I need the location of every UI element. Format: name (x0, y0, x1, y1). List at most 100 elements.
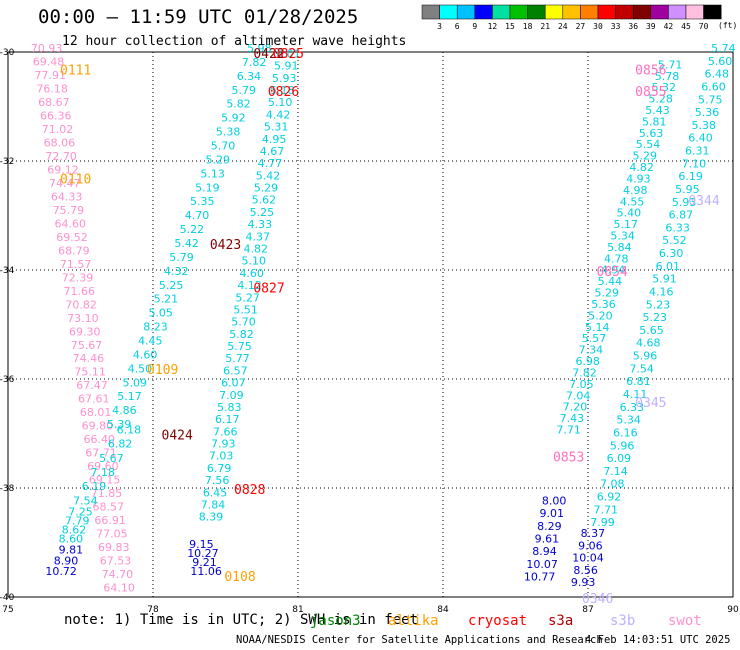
data-points: 70.9369.4877.9176.1868.6766.3671.0268.06… (31, 42, 736, 595)
swh-value-label: 7.56 (205, 474, 230, 487)
colorbar-swatch (527, 4, 546, 20)
colorbar-swatch (668, 4, 687, 20)
track-time-label: 0346 (582, 592, 613, 607)
swh-value-label: 7.54 (629, 362, 654, 375)
swh-value-label: 5.92 (221, 112, 246, 125)
legend-s3b: s3b (610, 613, 636, 629)
swh-value-label: 5.67 (99, 452, 124, 465)
x-tick-label: 84 (437, 605, 449, 615)
swh-value-label: 6.48 (705, 68, 730, 81)
swh-value-label: 7.82 (242, 56, 267, 69)
swh-value-label: 5.60 (708, 55, 733, 68)
swh-value-label: 5.95 (675, 183, 700, 196)
swh-value-label: 5.29 (206, 153, 231, 166)
swh-value-label: 75.67 (71, 339, 103, 352)
legend-s3a: s3a (548, 613, 574, 629)
swh-value-label: 4.45 (138, 334, 163, 347)
swh-value-label: 5.35 (190, 195, 215, 208)
swh-value-label: 69.52 (56, 231, 88, 244)
swh-value-label: 71.02 (42, 123, 74, 136)
swh-value-label: 7.09 (219, 389, 244, 402)
swh-value-label: 7.03 (209, 450, 234, 463)
colorbar-label: 39 (646, 22, 656, 31)
colorbar-label: 18 (523, 22, 533, 31)
swh-value-label: 70.82 (65, 298, 97, 311)
track-time-label: 0826 (268, 85, 299, 100)
swh-value-label: 5.82 (229, 328, 254, 341)
swh-value-label: 4.82 (244, 243, 269, 256)
swh-value-label: 5.18 (270, 84, 295, 97)
swh-value-label: 6.33 (620, 401, 645, 414)
swh-value-label: 9.15 (189, 538, 214, 551)
swh-value-label: 75.79 (53, 204, 85, 217)
swh-value-label: 9.21 (192, 556, 217, 569)
swh-value-label: 6.01 (276, 47, 301, 60)
swh-value-label: 5.27 (235, 291, 260, 304)
swh-value-label: 5.77 (225, 352, 250, 365)
x-tick-label: 75 (2, 605, 13, 615)
swh-value-label: 5.23 (643, 311, 668, 324)
swh-value-label: 67.71 (85, 447, 117, 460)
swh-value-label: 67.47 (76, 379, 108, 392)
swh-value-label: 5.96 (610, 439, 635, 452)
colorbar-label: 27 (576, 22, 586, 31)
swh-value-label: 7.82 (572, 366, 597, 379)
track-time-label: 0853 (553, 450, 584, 465)
swh-value-label: 72.39 (62, 271, 94, 284)
swh-value-label: 66.40 (83, 433, 115, 446)
swh-value-label: 10.77 (524, 571, 556, 584)
colorbar-label: 21 (540, 22, 550, 31)
swh-value-label: 6.45 (203, 486, 228, 499)
swh-value-label: 67.53 (100, 555, 132, 568)
swh-value-label: 68.57 (93, 501, 125, 514)
x-tick-label: 81 (292, 605, 303, 615)
swh-value-label: 66.91 (94, 514, 126, 527)
colorbar-label: 3 (437, 22, 442, 31)
colorbar-label: 30 (593, 22, 603, 31)
colorbar-label: 12 (488, 22, 498, 31)
swh-value-label: 5.10 (268, 96, 293, 109)
swh-value-label: 7.66 (213, 425, 238, 438)
swh-value-label: 5.43 (645, 104, 670, 117)
swh-value-label: 6.81 (626, 375, 651, 388)
swh-value-label: 71.57 (60, 258, 92, 271)
swh-value-label: 6.09 (607, 452, 632, 465)
swh-value-label: 68.79 (58, 244, 90, 257)
swh-value-label: 6.60 (701, 80, 726, 93)
swh-value-label: 4.94 (601, 264, 626, 277)
swh-value-label: 7.93 (211, 438, 236, 451)
swh-value-label: 72.70 (45, 150, 77, 163)
credit: NOAA/NESDIS Center for Satellite Applica… (236, 634, 603, 646)
swh-value-label: 5.29 (633, 150, 658, 163)
legend-swot: swot (668, 613, 702, 629)
swh-value-label: 7.04 (566, 389, 591, 402)
colorbar-swatch (597, 4, 616, 20)
swh-value-label: 76.18 (36, 82, 68, 95)
swh-value-label: 5.78 (655, 70, 680, 83)
axis-ticks: 75 78 81 84 87 90 -30 -32 -34 -36 -38 -40 (0, 48, 739, 615)
swh-value-label: 4.78 (604, 252, 629, 265)
swh-value-label: 7.34 (579, 344, 604, 357)
swh-value-label: 5.93 (272, 72, 297, 85)
swh-value-label: 6.30 (659, 247, 684, 260)
y-tick-label: -30 (0, 48, 15, 58)
colorbar-label: 24 (558, 22, 568, 31)
track-time-label: 0423 (210, 238, 241, 253)
swh-value-label: 64.33 (51, 190, 83, 203)
swh-value-label: 5.70 (211, 139, 236, 152)
swh-value-label: 6.16 (613, 426, 638, 439)
swh-value-label: 77.05 (96, 528, 128, 541)
swh-value-label: 7.43 (560, 412, 585, 425)
track-time-label: 0344 (688, 194, 719, 209)
swh-value-label: 74.47 (49, 177, 81, 190)
y-tick-label: -40 (0, 593, 15, 603)
colorbar-swatch (703, 4, 722, 20)
swh-value-label: 4.60 (239, 267, 264, 280)
track-time-label: 0345 (635, 396, 666, 411)
colorbar-swatch (544, 4, 564, 20)
swh-value-label: 5.70 (231, 316, 256, 329)
swh-value-label: 7.08 (600, 478, 625, 491)
plot-frame (7, 51, 734, 598)
swh-value-label: 6.34 (237, 70, 262, 83)
y-tick-label: -38 (0, 484, 15, 494)
